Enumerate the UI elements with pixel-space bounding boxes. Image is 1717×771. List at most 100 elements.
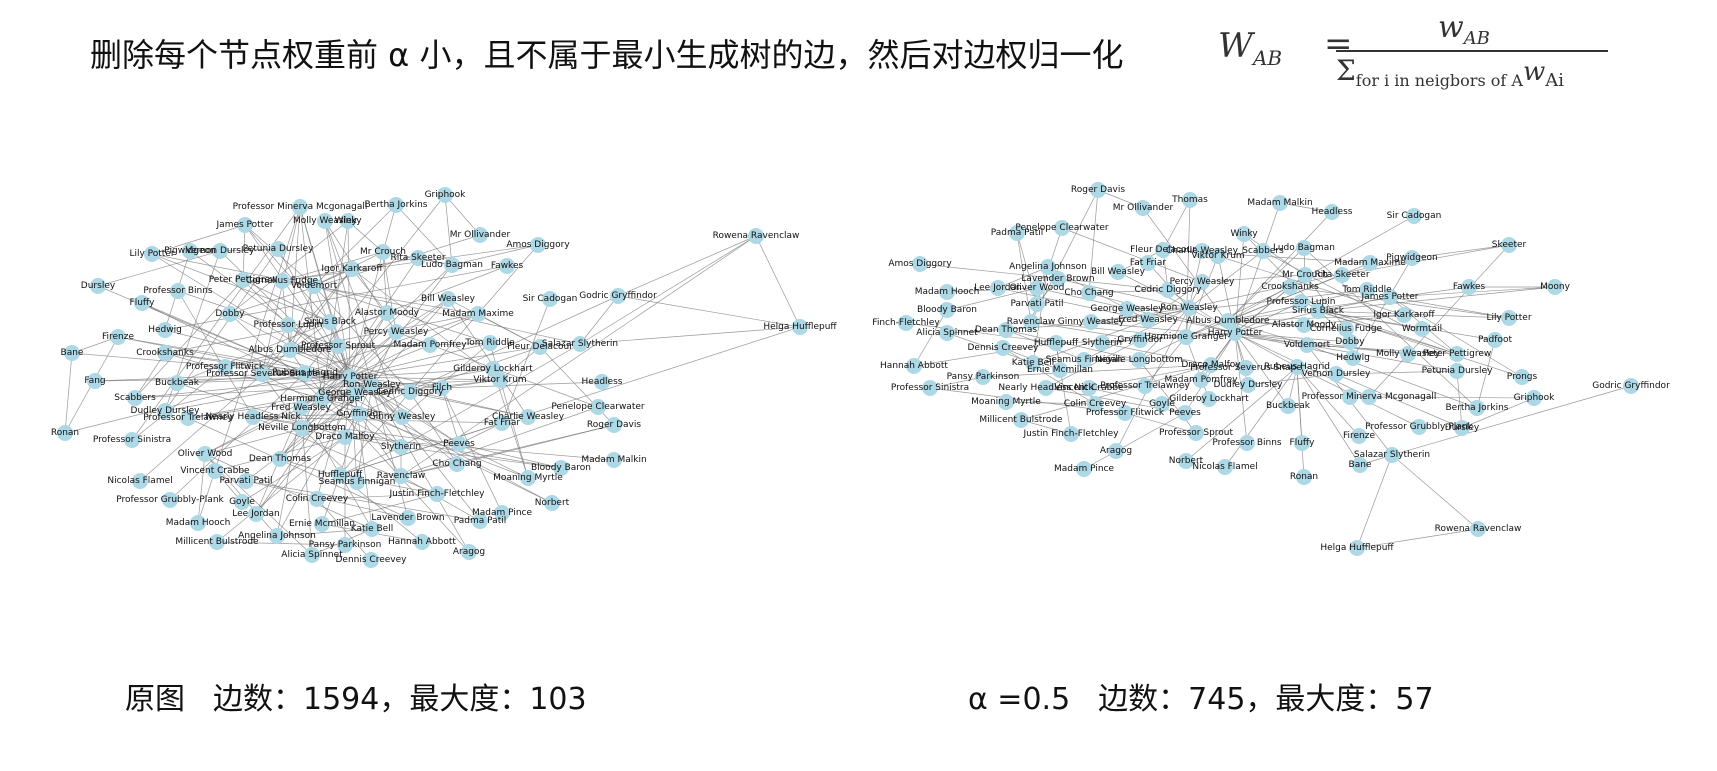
node-label: Dean Thomas xyxy=(975,325,1038,335)
graph-node xyxy=(182,243,198,259)
graph-node xyxy=(1514,369,1530,385)
node-label: Viktor Krum xyxy=(1191,251,1244,261)
graph-node xyxy=(1334,267,1350,283)
graph-node xyxy=(134,295,150,311)
graph-node xyxy=(282,342,298,358)
graph-edge xyxy=(176,382,346,438)
node-label: Moaning Myrtle xyxy=(971,397,1041,407)
graph-node xyxy=(530,237,546,253)
graph-node xyxy=(379,305,395,321)
graph-edge xyxy=(499,346,541,381)
graph-node xyxy=(317,213,333,229)
graph-edge xyxy=(1389,296,1523,378)
node-label: Bill Weasley xyxy=(1091,267,1146,277)
graph-edge xyxy=(1138,336,1187,361)
node-label: Prongs xyxy=(1507,372,1538,382)
graph-edge xyxy=(1391,454,1479,530)
graph-edge xyxy=(1317,310,1510,319)
graph-edge xyxy=(617,235,757,297)
graph-node xyxy=(1076,461,1092,477)
graph-edge xyxy=(1227,247,1305,322)
node-label: Fluffy xyxy=(1290,438,1316,448)
graph-edge xyxy=(321,257,419,400)
graph-edge xyxy=(313,285,581,345)
node-label: Bloody Baron xyxy=(917,305,977,315)
graph-edge xyxy=(169,372,306,501)
graph-edge xyxy=(349,342,491,378)
graph-edge xyxy=(579,326,801,345)
graph-node xyxy=(1052,362,1068,378)
node-label: Ronan xyxy=(1290,472,1318,482)
graph-edge xyxy=(349,346,541,378)
graph-node xyxy=(440,291,456,307)
graph-edge xyxy=(501,298,551,424)
graph-node xyxy=(494,415,510,431)
graph-edge xyxy=(1289,286,1510,319)
node-label: Gryffindor xyxy=(1117,335,1163,345)
graph-edge xyxy=(382,204,397,253)
graph-node xyxy=(1623,378,1639,394)
graph-node xyxy=(998,394,1014,410)
node-label: Mr Ollivander xyxy=(1113,203,1174,213)
graph-node xyxy=(606,452,622,468)
graph-edge xyxy=(64,372,306,434)
node-label: Voldemort xyxy=(1284,340,1331,350)
graph-node xyxy=(590,399,606,415)
graph-edge xyxy=(229,313,323,400)
graph-edge xyxy=(261,373,402,448)
graph-node xyxy=(922,380,938,396)
node-label: Angelina Johnson xyxy=(1009,262,1087,272)
graph-edge xyxy=(276,528,373,537)
graph-node xyxy=(1338,321,1354,337)
normalization-formula: WAB = wAB Σfor i in neigbors of AwAi xyxy=(1218,10,1618,94)
graph-node xyxy=(1382,289,1398,305)
graph-edge xyxy=(289,313,479,351)
graph-node xyxy=(1054,220,1070,236)
node-label: George Weasley xyxy=(318,388,392,398)
graph-node xyxy=(1406,208,1422,224)
graph-node xyxy=(1449,346,1465,362)
graph-node xyxy=(1349,540,1365,556)
graph-edge xyxy=(1088,385,1146,389)
graph-edge xyxy=(261,324,289,375)
graph-node xyxy=(364,521,380,537)
node-label: Dennis Creevey xyxy=(968,343,1040,353)
graph-edge xyxy=(339,422,503,476)
graph-node xyxy=(1280,398,1296,414)
node-label: Ludo Bagman xyxy=(421,260,483,270)
node-label: Alastor Moody xyxy=(355,308,420,318)
graph-node xyxy=(544,495,560,511)
node-label: Tom Riddle xyxy=(464,338,515,348)
graph-edge xyxy=(1476,339,1496,409)
node-label: Ludo Bagman xyxy=(1273,243,1335,253)
graph-edge xyxy=(1296,366,1305,478)
node-label: Hedwig xyxy=(1336,353,1370,363)
graph-node xyxy=(1087,396,1103,412)
node-label: Peter Pettigrew xyxy=(1423,349,1492,359)
node-label: Professor Minerva Mcgonagall xyxy=(1302,392,1437,402)
graph-node xyxy=(995,340,1011,356)
graph-edge xyxy=(1335,373,1463,429)
graph-node xyxy=(606,417,622,433)
graph-edge xyxy=(219,248,279,252)
node-label: Wormtail xyxy=(1402,324,1442,334)
graph-node xyxy=(1063,426,1079,442)
graph-edge xyxy=(1162,199,1191,251)
graph-node xyxy=(1289,359,1305,375)
graph-node xyxy=(1272,195,1288,211)
graph-edge xyxy=(244,224,331,323)
node-label: Charlie Weasley xyxy=(492,412,565,422)
graph-node xyxy=(180,410,196,426)
graph-node xyxy=(1203,357,1219,373)
node-label: Helga Hufflepuff xyxy=(1320,543,1394,553)
graph-node xyxy=(330,338,346,354)
node-label: Madam Pomfrey xyxy=(1164,375,1238,385)
graph-node xyxy=(197,446,213,462)
graph-edge xyxy=(304,372,470,553)
graph-node xyxy=(170,283,186,299)
graph-node xyxy=(207,463,223,479)
graph-node xyxy=(1294,435,1310,451)
graph-edge xyxy=(1126,307,1190,310)
node-label: Bertha Jorkins xyxy=(1446,403,1509,413)
graph-node xyxy=(1220,313,1236,329)
